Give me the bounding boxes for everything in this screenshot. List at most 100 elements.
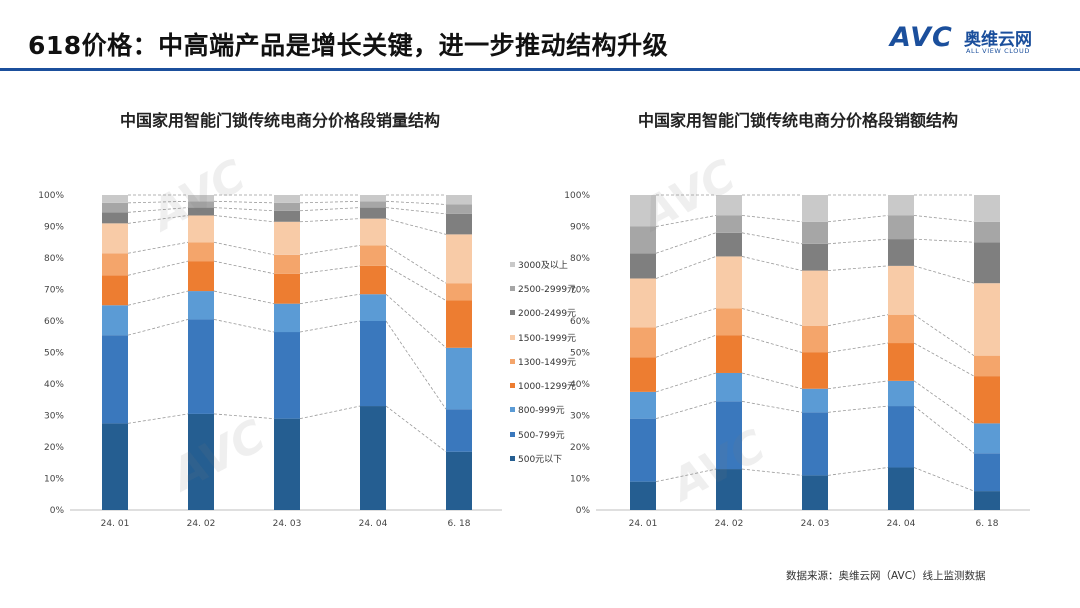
connector-line [913,265,975,284]
y-tick-label: 20% [570,443,590,453]
bar-segment [716,195,742,216]
connector-line [299,200,361,204]
connector-line [213,319,275,333]
bar-segment [974,453,1000,492]
legend-label: 1300-1499元 [518,357,577,368]
x-tick-label: 6. 18 [448,519,471,529]
bar-segment [802,475,828,510]
bar-segment [888,406,914,468]
legend-swatch [510,261,515,267]
y-tick-label: 90% [44,223,64,233]
bar-segment [974,283,1000,356]
legend-label: 3000及以上 [518,260,568,271]
y-tick-label: 30% [570,412,590,422]
y-tick-label: 70% [44,286,64,296]
legend-swatch [510,310,515,316]
connector-line [741,334,803,353]
x-tick-label: 24. 03 [801,519,830,529]
bar-segment [974,376,1000,424]
bar-segment [274,332,300,419]
header-rule [0,68,1080,71]
bar-segment [102,305,128,336]
legend-item: 2500-2999元 [510,276,590,300]
bar-segment [102,335,128,424]
legend-label: 2500-2999元 [518,284,577,295]
y-tick-label: 60% [570,317,590,327]
connector-line [299,207,361,212]
connector-line [827,467,889,476]
bar-segment [188,413,214,510]
connector-line [127,241,189,254]
connector-line [741,232,803,245]
bar-segment [188,207,214,216]
bar-segment [630,195,656,227]
bar-segment [446,283,472,301]
bar-segment [716,215,742,233]
x-tick-label: 6. 18 [976,519,999,529]
connector-line [741,256,803,271]
legend-label: 1000-1299元 [518,382,577,393]
connector-line [913,405,975,454]
bar-segment [888,215,914,240]
y-tick-label: 80% [570,254,590,264]
legend-item: 1500-1999元 [510,325,590,349]
connector-line [213,413,275,420]
legend-swatch [510,383,515,389]
connector-line [827,215,889,223]
legend-swatch [510,456,515,462]
connector-line [127,200,189,204]
bar-segment [102,223,128,254]
bar-segment [974,195,1000,222]
bar-segment [360,201,386,208]
bar-segment [974,491,1000,510]
legend-item: 500-799元 [510,422,590,446]
connector-line [741,400,803,413]
legend-swatch [510,407,515,413]
legend-swatch [510,334,515,340]
legend-item: 1000-1299元 [510,373,590,397]
connector-line [655,400,717,420]
legend-swatch [510,358,515,364]
bar-segment [446,409,472,452]
connector-line [299,265,361,275]
header: 618价格：中高端产品是增长关键，进一步推动结构升级 AVC 奥维云网 ALL … [0,0,1080,71]
connector-line [213,207,275,212]
x-tick-label: 24. 02 [187,519,216,529]
bar-segment [630,327,656,358]
chart-title-revenue: 中国家用智能门锁传统电商分价格段销额结构 [637,111,958,130]
bar-segment [188,195,214,202]
bar-segment [360,218,386,246]
y-tick-label: 30% [44,412,64,422]
connector-line [913,380,975,424]
bar-segment [274,202,300,211]
bar-segment [630,357,656,392]
bar-segment [446,300,472,348]
chart-legend: 3000及以上 2500-2999元 2000-2499元 1500-1999元 130… [510,252,590,471]
y-tick-label: 0% [50,506,65,516]
bar-segment [446,451,472,510]
connector-line [913,467,975,492]
x-tick-label: 24. 02 [715,519,744,529]
connector-line [299,320,361,333]
bar-segment [274,254,300,274]
bar-segment [360,294,386,321]
connector-line [213,241,275,256]
connector-line [127,319,189,336]
connector-line [827,265,889,271]
legend-label: 800-999元 [518,406,565,417]
legend-item: 2000-2499元 [510,301,590,325]
x-tick-label: 24. 01 [629,519,658,529]
bar-segment [716,308,742,336]
bar-segment [716,256,742,309]
bar-segment [802,270,828,326]
bar-segment [360,207,386,219]
y-tick-label: 40% [44,380,64,390]
bar-segment [630,418,656,482]
connector-line [299,405,361,420]
connector-line [127,260,189,276]
bar-segment [102,275,128,306]
bar-segment [274,221,300,255]
bar-segment [188,242,214,262]
chart-title-volume: 中国家用智能门锁传统电商分价格段销量结构 [119,111,440,130]
